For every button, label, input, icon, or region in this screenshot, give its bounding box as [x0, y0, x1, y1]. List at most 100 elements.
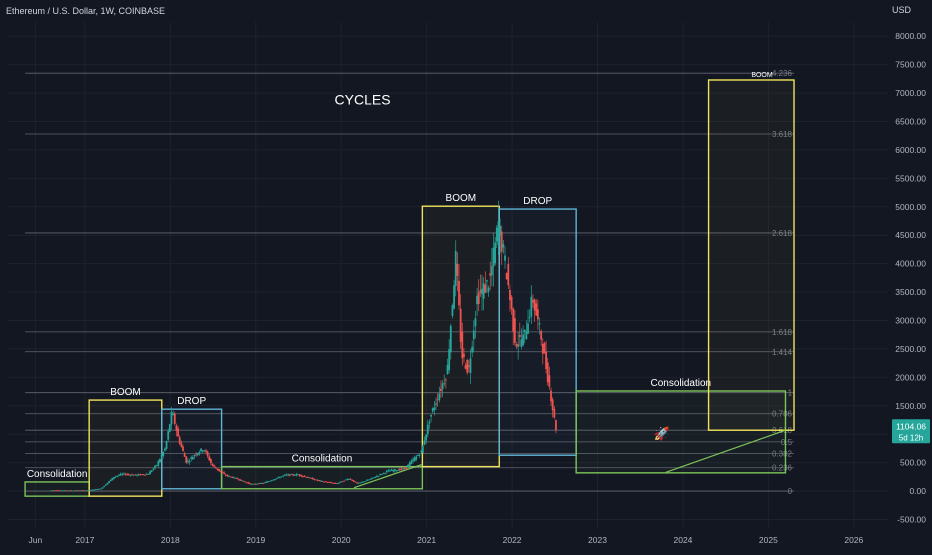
y-tick-label: 7500.00	[895, 60, 926, 70]
candle-body	[154, 465, 156, 468]
candle-body	[426, 424, 429, 435]
candle-body	[421, 445, 424, 453]
fib-level-label: 1.414	[772, 348, 793, 357]
candle-body	[150, 470, 153, 472]
candle-body	[83, 490, 86, 492]
candle-body	[354, 481, 357, 483]
candle-body	[127, 474, 130, 476]
fib-level-label: 1.618	[772, 328, 793, 337]
candle-body	[119, 473, 122, 476]
boom-label: BOOM	[110, 387, 141, 398]
candle-body	[435, 403, 437, 405]
candle-body	[343, 480, 345, 482]
candle-body	[443, 383, 446, 384]
candle-body	[231, 477, 234, 478]
candle-body	[233, 477, 235, 479]
candle-body	[405, 467, 408, 469]
candle-body	[323, 481, 326, 483]
candle-body	[118, 475, 120, 476]
x-tick-label: 2024	[673, 535, 692, 545]
fib-level-label: 0	[788, 487, 793, 496]
candle-body	[532, 299, 534, 303]
candle-body	[535, 303, 538, 316]
candle-body	[375, 476, 378, 477]
candle-body	[219, 470, 222, 472]
candle-body	[466, 359, 469, 373]
candle-body	[239, 479, 242, 481]
candle-body	[244, 481, 247, 483]
candle-body	[236, 478, 239, 480]
candle-body	[517, 344, 520, 347]
currency-label: USD	[891, 5, 911, 15]
candle-body	[96, 489, 99, 491]
candle-body	[113, 477, 115, 479]
candle-body	[482, 283, 485, 299]
candle-body	[264, 482, 267, 484]
candle-body	[331, 482, 334, 484]
x-tick-label: 2020	[332, 535, 351, 545]
candle-body	[95, 489, 97, 490]
candle-body	[297, 474, 299, 476]
candle-body	[302, 476, 304, 477]
candle-body	[293, 475, 296, 476]
candle-body	[486, 280, 488, 282]
candle-body	[60, 490, 63, 492]
candle-body	[359, 482, 362, 484]
y-tick-label: 4500.00	[895, 230, 926, 240]
candle-body	[262, 483, 265, 484]
candle-body	[377, 475, 380, 477]
candle-body	[142, 474, 145, 476]
candle-body	[448, 349, 451, 371]
candle-body	[545, 351, 547, 370]
candle-body	[137, 474, 140, 476]
candle-body	[216, 468, 219, 470]
candle-body	[111, 477, 114, 481]
consolidation-label: Consolidation	[292, 454, 353, 465]
candle-body	[538, 323, 541, 325]
candle-body	[283, 474, 286, 476]
candle-body	[510, 296, 513, 310]
y-tick-label: 5000.00	[895, 202, 926, 212]
y-tick-label: 7000.00	[895, 88, 926, 98]
candle-body	[441, 383, 444, 390]
candle-body	[106, 482, 109, 485]
candle-body	[75, 490, 78, 492]
candle-body	[541, 344, 544, 354]
candle-body	[487, 287, 490, 292]
candle-body	[182, 446, 184, 452]
candle-body	[109, 479, 112, 482]
bar-countdown: 5d 12h	[899, 433, 923, 442]
candle-body	[136, 474, 138, 476]
candle-body	[397, 470, 400, 471]
candle-body	[495, 227, 498, 242]
candle-body	[440, 388, 442, 392]
candle-body	[474, 318, 477, 327]
candle-body	[472, 330, 475, 340]
candle-body	[195, 454, 198, 456]
last-price-tag	[892, 419, 930, 444]
candle-body	[352, 480, 355, 482]
fib-level-label: 0.786	[772, 410, 793, 419]
candle-body	[507, 263, 510, 286]
candle-body	[546, 362, 549, 383]
y-tick-label: -500.00	[897, 514, 926, 524]
candle-body	[167, 431, 170, 440]
x-tick-label: 2021	[417, 535, 436, 545]
candle-body	[372, 477, 375, 479]
candle-body	[224, 474, 227, 476]
candle-body	[338, 482, 340, 484]
trend-line	[353, 463, 423, 489]
candle-body	[533, 299, 536, 311]
y-tick-label: 3500.00	[895, 287, 926, 297]
candle-body	[311, 477, 314, 480]
candle-body	[523, 329, 526, 332]
candle-body	[515, 343, 518, 347]
candle-body	[242, 481, 245, 482]
candle-body	[99, 488, 102, 490]
candle-body	[346, 479, 349, 481]
candle-body	[67, 490, 69, 492]
candle-body	[356, 482, 359, 484]
candle-body	[413, 457, 416, 462]
